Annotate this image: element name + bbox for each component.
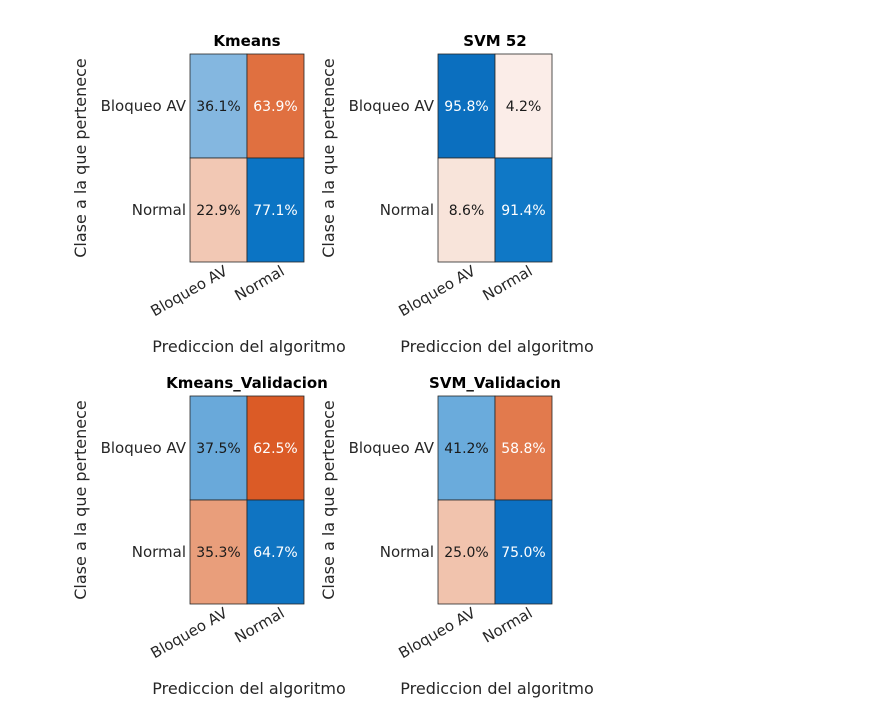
cell-value-label: 91.4% — [501, 203, 545, 219]
column-tick-label: Normal — [231, 604, 287, 647]
matrix-cell — [246, 157, 305, 263]
row-tick-label: Bloqueo AV — [101, 97, 187, 115]
x-axis-label: Prediccion del algoritmo — [152, 679, 346, 698]
column-tick-label: Normal — [479, 604, 535, 647]
column-tick-label: Bloqueo AV — [396, 604, 480, 663]
cell-value-label: 4.2% — [506, 99, 542, 115]
cell-value-label: 35.3% — [196, 545, 240, 561]
x-axis-label: Prediccion del algoritmo — [152, 337, 346, 356]
matrix-cell — [246, 395, 305, 501]
matrix-cell — [437, 157, 496, 263]
cell-value-label: 8.6% — [449, 203, 485, 219]
cell-value-label: 63.9% — [253, 99, 297, 115]
y-axis-label: Clase a la que pertenece — [71, 400, 90, 599]
panel-title: SVM 52 — [463, 32, 526, 50]
matrix-cell — [437, 499, 496, 605]
panel-title: Kmeans_Validacion — [166, 374, 328, 392]
column-tick-label: Normal — [479, 262, 535, 305]
row-tick-label: Bloqueo AV — [349, 439, 435, 457]
column-tick-label: Bloqueo AV — [148, 604, 232, 663]
panel-title: SVM_Validacion — [429, 374, 561, 392]
y-axis-label: Clase a la que pertenece — [319, 58, 338, 257]
y-axis-label: Clase a la que pertenece — [71, 58, 90, 257]
x-axis-label: Prediccion del algoritmo — [400, 679, 594, 698]
matrix-cell — [494, 157, 553, 263]
row-tick-label: Normal — [380, 201, 434, 219]
x-axis-label: Prediccion del algoritmo — [400, 337, 594, 356]
cell-value-label: 62.5% — [253, 441, 297, 457]
cell-value-label: 77.1% — [253, 203, 297, 219]
cell-value-label: 64.7% — [253, 545, 297, 561]
matrix-cell — [189, 157, 248, 263]
matrix-cell — [246, 499, 305, 605]
cell-value-label: 36.1% — [196, 99, 240, 115]
cell-value-label: 22.9% — [196, 203, 240, 219]
row-tick-label: Normal — [132, 543, 186, 561]
cell-value-label: 37.5% — [196, 441, 240, 457]
panel-title: Kmeans — [213, 32, 280, 50]
matrix-cell — [246, 53, 305, 159]
matrix-cell — [494, 499, 553, 605]
column-tick-label: Normal — [231, 262, 287, 305]
row-tick-label: Bloqueo AV — [349, 97, 435, 115]
column-tick-label: Bloqueo AV — [148, 262, 232, 321]
cell-value-label: 95.8% — [444, 99, 488, 115]
matrix-cell — [494, 53, 553, 159]
cell-value-label: 41.2% — [444, 441, 488, 457]
column-tick-label: Bloqueo AV — [396, 262, 480, 321]
y-axis-label: Clase a la que pertenece — [319, 400, 338, 599]
cell-value-label: 25.0% — [444, 545, 488, 561]
cell-value-label: 75.0% — [501, 545, 545, 561]
matrix-cell — [494, 395, 553, 501]
cell-value-label: 58.8% — [501, 441, 545, 457]
row-tick-label: Normal — [132, 201, 186, 219]
matrix-cell — [189, 53, 248, 159]
row-tick-label: Bloqueo AV — [101, 439, 187, 457]
row-tick-label: Normal — [380, 543, 434, 561]
matrix-cell — [437, 395, 496, 501]
matrix-cell — [437, 53, 496, 159]
